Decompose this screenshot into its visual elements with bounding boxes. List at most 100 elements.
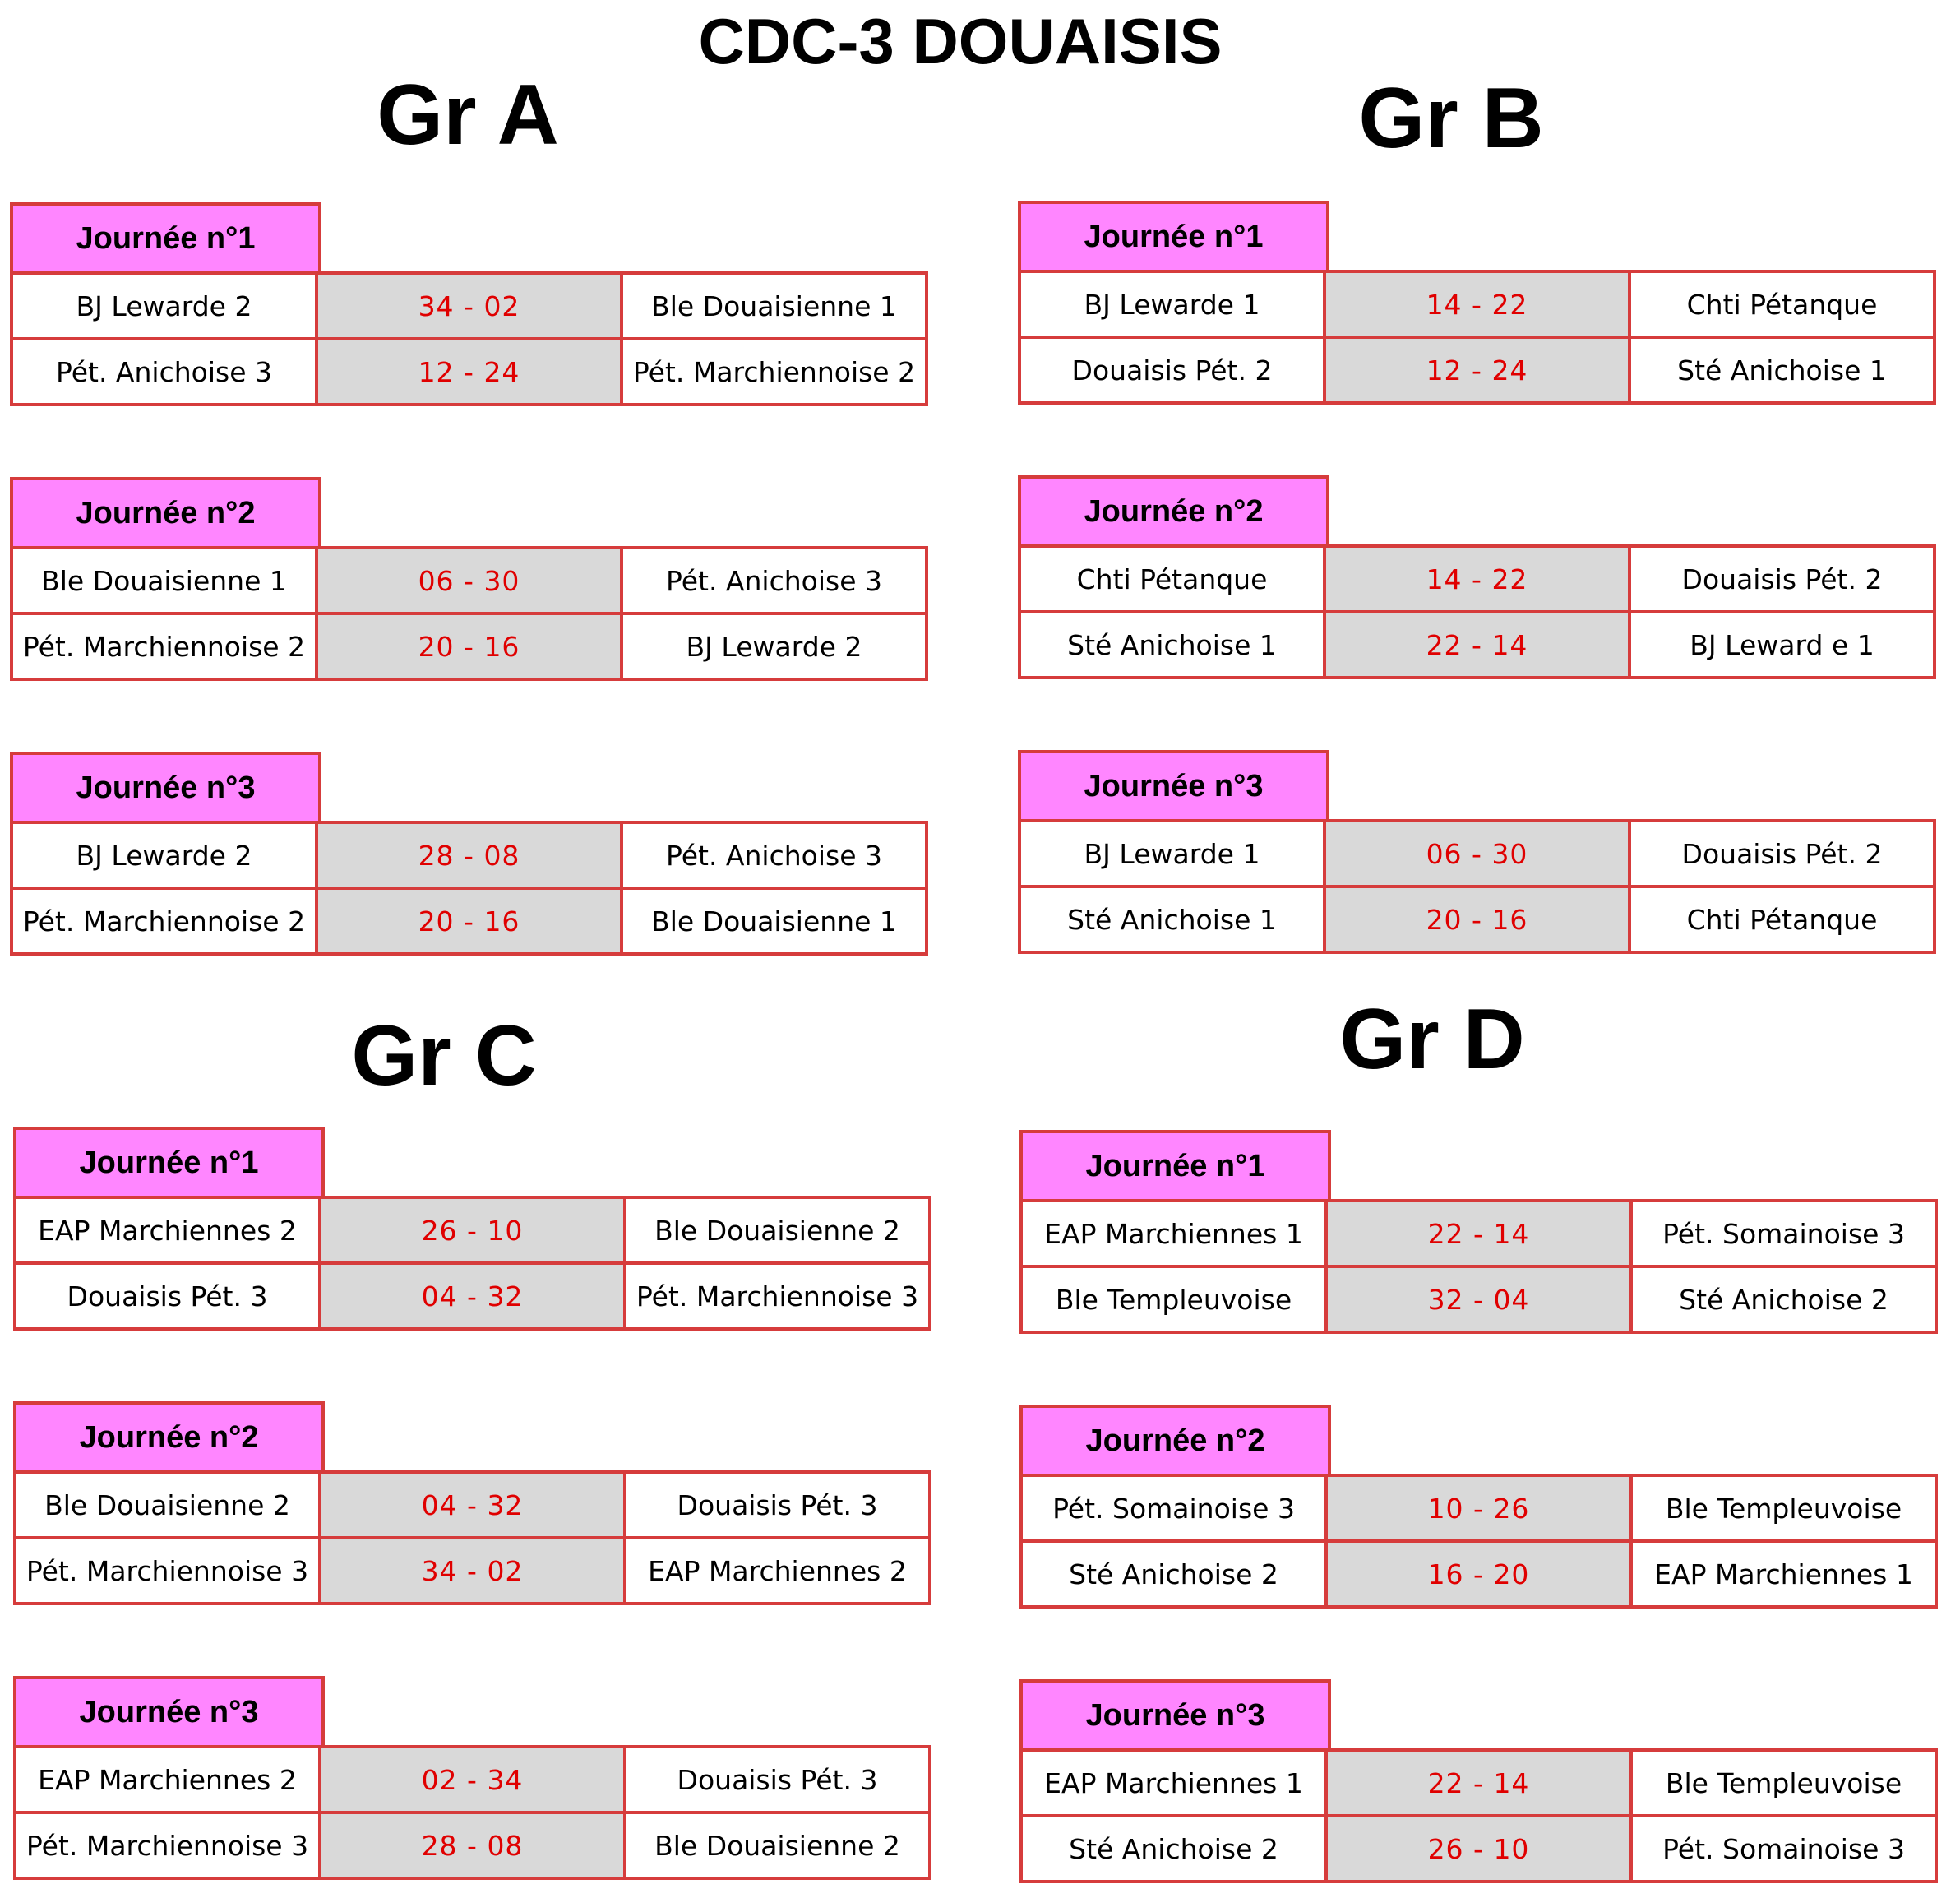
away-team: BJ Leward e 1 [1628, 610, 1936, 679]
score: 06 - 30 [315, 546, 623, 615]
group-c-title: Gr C [351, 1008, 537, 1104]
group-a-day-2: Journée n°2 Ble Douaisienne 1 06 - 30 Pé… [10, 477, 941, 685]
home-team: Ble Douaisienne 2 [13, 1470, 321, 1539]
group-d-day-3: Journée n°3 EAP Marchiennes 1 22 - 14 Bl… [1019, 1679, 1950, 1887]
match-row: EAP Marchiennes 2 26 - 10 Ble Douaisienn… [13, 1196, 931, 1265]
day-header: Journée n°1 [10, 202, 321, 275]
home-team: Douaisis Pét. 2 [1018, 336, 1326, 405]
day-header: Journée n°1 [13, 1127, 325, 1199]
home-team: Pét. Anichoise 3 [10, 337, 318, 406]
away-team: Douaisis Pét. 3 [623, 1470, 931, 1539]
away-team: Chti Pétanque [1628, 885, 1936, 954]
home-team: Pét. Somainoise 3 [1019, 1474, 1328, 1543]
match-row: EAP Marchiennes 1 22 - 14 Ble Templeuvoi… [1019, 1748, 1938, 1817]
away-team: Ble Douaisienne 1 [620, 887, 928, 956]
away-team: Sté Anichoise 2 [1629, 1265, 1938, 1334]
match-table: EAP Marchiennes 1 22 - 14 Ble Templeuvoi… [1019, 1748, 1938, 1883]
home-team: BJ Lewarde 2 [10, 271, 318, 340]
home-team: EAP Marchiennes 1 [1019, 1748, 1328, 1817]
away-team: Douaisis Pét. 2 [1628, 544, 1936, 613]
away-team: Pét. Marchiennoise 3 [623, 1261, 931, 1331]
home-team: BJ Lewarde 2 [10, 821, 318, 890]
score: 34 - 02 [315, 271, 623, 340]
home-team: Sté Anichoise 2 [1019, 1814, 1328, 1883]
home-team: Pét. Marchiennoise 2 [10, 887, 318, 956]
match-row: Sté Anichoise 2 26 - 10 Pét. Somainoise … [1019, 1814, 1938, 1883]
match-row: Ble Templeuvoise 32 - 04 Sté Anichoise 2 [1019, 1265, 1938, 1334]
day-header: Journée n°2 [13, 1401, 325, 1474]
score: 26 - 10 [318, 1196, 626, 1265]
group-d-day-1: Journée n°1 EAP Marchiennes 1 22 - 14 Pé… [1019, 1130, 1950, 1338]
match-row: Pét. Marchiennoise 2 20 - 16 BJ Lewarde … [10, 612, 928, 681]
day-header: Journée n°3 [1018, 750, 1329, 822]
score: 20 - 16 [315, 612, 623, 681]
home-team: Pét. Marchiennoise 3 [13, 1811, 321, 1880]
home-team: Sté Anichoise 2 [1019, 1539, 1328, 1609]
home-team: BJ Lewarde 1 [1018, 819, 1326, 888]
group-c-day-1: Journée n°1 EAP Marchiennes 2 26 - 10 Bl… [13, 1127, 944, 1335]
group-b-day-2: Journée n°2 Chti Pétanque 14 - 22 Douais… [1018, 475, 1948, 683]
match-row: Sté Anichoise 1 22 - 14 BJ Leward e 1 [1018, 610, 1936, 679]
match-row: BJ Lewarde 2 34 - 02 Ble Douaisienne 1 [10, 271, 928, 340]
home-team: Ble Templeuvoise [1019, 1265, 1328, 1334]
group-b-day-3: Journée n°3 BJ Lewarde 1 06 - 30 Douaisi… [1018, 750, 1948, 958]
home-team: EAP Marchiennes 2 [13, 1745, 321, 1814]
away-team: Chti Pétanque [1628, 270, 1936, 339]
group-d-title: Gr D [1339, 992, 1525, 1087]
score: 04 - 32 [318, 1261, 626, 1331]
day-header: Journée n°2 [10, 477, 321, 549]
away-team: Ble Douaisienne 2 [623, 1811, 931, 1880]
match-row: Pét. Anichoise 3 12 - 24 Pét. Marchienno… [10, 337, 928, 406]
score: 32 - 04 [1324, 1265, 1633, 1334]
match-row: BJ Lewarde 1 14 - 22 Chti Pétanque [1018, 270, 1936, 339]
away-team: EAP Marchiennes 2 [623, 1536, 931, 1605]
match-row: Ble Douaisienne 2 04 - 32 Douaisis Pét. … [13, 1470, 931, 1539]
match-row: EAP Marchiennes 2 02 - 34 Douaisis Pét. … [13, 1745, 931, 1814]
away-team: Douaisis Pét. 2 [1628, 819, 1936, 888]
away-team: Ble Templeuvoise [1629, 1748, 1938, 1817]
day-header: Journée n°1 [1018, 201, 1329, 273]
match-row: Pét. Somainoise 3 10 - 26 Ble Templeuvoi… [1019, 1474, 1938, 1543]
score: 22 - 14 [1324, 1748, 1633, 1817]
match-row: Ble Douaisienne 1 06 - 30 Pét. Anichoise… [10, 546, 928, 615]
group-a-day-3: Journée n°3 BJ Lewarde 2 28 - 08 Pét. An… [10, 752, 941, 960]
group-b-day-1: Journée n°1 BJ Lewarde 1 14 - 22 Chti Pé… [1018, 201, 1948, 409]
home-team: EAP Marchiennes 1 [1019, 1199, 1328, 1268]
match-row: Pét. Marchiennoise 3 28 - 08 Ble Douaisi… [13, 1811, 931, 1880]
day-header: Journée n°1 [1019, 1130, 1331, 1202]
away-team: Pét. Anichoise 3 [620, 821, 928, 890]
match-row: Sté Anichoise 2 16 - 20 EAP Marchiennes … [1019, 1539, 1938, 1609]
score: 28 - 08 [318, 1811, 626, 1880]
match-row: BJ Lewarde 2 28 - 08 Pét. Anichoise 3 [10, 821, 928, 890]
score: 26 - 10 [1324, 1814, 1633, 1883]
match-table: BJ Lewarde 1 06 - 30 Douaisis Pét. 2 Sté… [1018, 819, 1936, 954]
match-table: BJ Lewarde 1 14 - 22 Chti Pétanque Douai… [1018, 270, 1936, 405]
home-team: Sté Anichoise 1 [1018, 885, 1326, 954]
match-table: Pét. Somainoise 3 10 - 26 Ble Templeuvoi… [1019, 1474, 1938, 1609]
away-team: EAP Marchiennes 1 [1629, 1539, 1938, 1609]
match-table: EAP Marchiennes 1 22 - 14 Pét. Somainois… [1019, 1199, 1938, 1334]
away-team: Pét. Marchiennoise 2 [620, 337, 928, 406]
match-table: EAP Marchiennes 2 02 - 34 Douaisis Pét. … [13, 1745, 931, 1880]
score: 04 - 32 [318, 1470, 626, 1539]
score: 22 - 14 [1323, 610, 1631, 679]
home-team: Pét. Marchiennoise 3 [13, 1536, 321, 1605]
group-d-day-2: Journée n°2 Pét. Somainoise 3 10 - 26 Bl… [1019, 1405, 1950, 1613]
away-team: Ble Douaisienne 1 [620, 271, 928, 340]
match-row: BJ Lewarde 1 06 - 30 Douaisis Pét. 2 [1018, 819, 1936, 888]
away-team: Ble Douaisienne 2 [623, 1196, 931, 1265]
home-team: Sté Anichoise 1 [1018, 610, 1326, 679]
score: 34 - 02 [318, 1536, 626, 1605]
home-team: Douaisis Pét. 3 [13, 1261, 321, 1331]
score: 20 - 16 [315, 887, 623, 956]
day-header: Journée n°3 [13, 1676, 325, 1748]
match-row: Douaisis Pét. 3 04 - 32 Pét. Marchiennoi… [13, 1261, 931, 1331]
match-table: EAP Marchiennes 2 26 - 10 Ble Douaisienn… [13, 1196, 931, 1331]
match-row: Sté Anichoise 1 20 - 16 Chti Pétanque [1018, 885, 1936, 954]
match-row: Pét. Marchiennoise 3 34 - 02 EAP Marchie… [13, 1536, 931, 1605]
group-c-day-2: Journée n°2 Ble Douaisienne 2 04 - 32 Do… [13, 1401, 944, 1609]
match-table: Chti Pétanque 14 - 22 Douaisis Pét. 2 St… [1018, 544, 1936, 679]
day-header: Journée n°2 [1019, 1405, 1331, 1477]
score: 22 - 14 [1324, 1199, 1633, 1268]
